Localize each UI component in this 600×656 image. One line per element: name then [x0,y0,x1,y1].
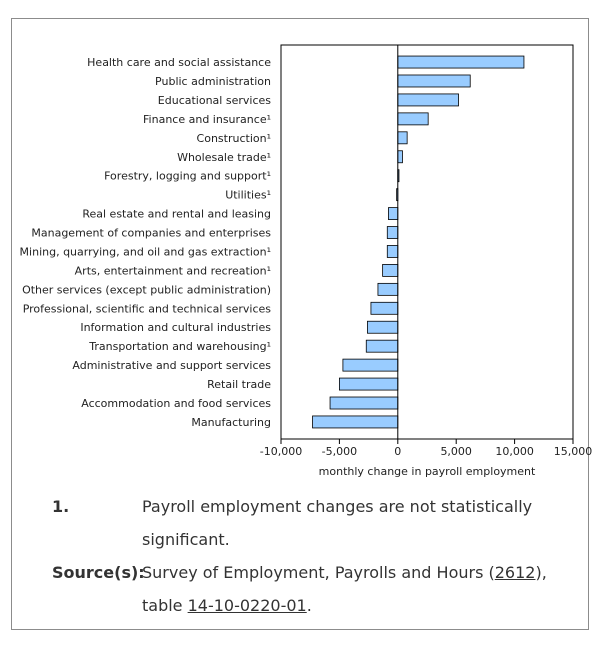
category-label: Public administration [155,75,271,88]
category-label: Mining, quarrying, and oil and gas extra… [20,245,271,258]
category-label: Construction¹ [197,132,271,145]
bar [338,377,399,391]
x-axis-label: monthly change in payroll employment [319,465,536,478]
source-text-mid: ), table [142,563,547,615]
category-label: Finance and insurance¹ [143,113,271,126]
x-tick-label: -5,000 [322,445,357,458]
footnote-key: 1. [52,497,70,516]
figure-notes: 1. Payroll employment changes are not st… [52,490,572,622]
category-label: Real estate and rental and leasing [82,208,271,221]
bar [386,245,399,258]
bar [377,282,399,296]
source-text-before: Survey of Employment, Payrolls and Hours… [142,563,495,582]
source-row: Source(s): Survey of Employment, Payroll… [52,556,572,622]
category-label: Forestry, logging and support¹ [104,170,271,183]
category-label: Wholesale trade¹ [177,151,271,164]
bar [386,226,399,239]
bar [397,150,403,164]
bar [388,207,399,220]
category-label: Professional, scientific and technical s… [23,302,272,315]
category-label: Information and cultural industries [80,321,271,334]
source-survey-link[interactable]: 2612 [494,563,536,582]
source-key: Source(s): [52,563,145,582]
x-tick-label: 15,000 [554,445,593,458]
footnote-text: Payroll employment changes are not stati… [142,497,533,549]
category-label: Management of companies and enterprises [31,227,271,240]
source-table-link[interactable]: 14-10-0220-01 [187,596,307,615]
category-label: Other services (except public administra… [22,283,271,296]
x-tick-label: 10,000 [495,445,534,458]
source-text: Survey of Employment, Payrolls and Hours… [142,556,572,622]
bar [397,93,459,107]
footnote-row: 1. Payroll employment changes are not st… [52,490,572,556]
bar [312,415,399,429]
category-label: Health care and social assistance [87,56,271,69]
bar [370,301,399,315]
x-tick-label: -10,000 [260,445,302,458]
x-tick-label: 0 [394,445,401,458]
category-label: Retail trade [207,378,271,391]
plot-area [280,44,574,440]
bar [397,112,429,126]
category-label: Manufacturing [191,416,271,429]
bar [342,358,399,372]
bar [397,131,408,145]
category-label: Utilities¹ [225,189,271,202]
x-tick-label: 5,000 [440,445,472,458]
bar [382,264,399,277]
bar-chart: Health care and social assistance Public … [20,44,593,478]
source-text-after: . [306,596,312,615]
bar [367,320,399,334]
bar [329,396,399,410]
category-label: Transportation and warehousing¹ [88,340,271,353]
category-label: Administrative and support services [72,359,271,372]
category-label: Accommodation and food services [81,397,271,410]
bar [397,74,471,88]
category-label: Educational services [158,94,271,107]
bar [365,339,399,353]
bar [397,55,525,69]
category-label: Arts, entertainment and recreation¹ [75,264,271,277]
